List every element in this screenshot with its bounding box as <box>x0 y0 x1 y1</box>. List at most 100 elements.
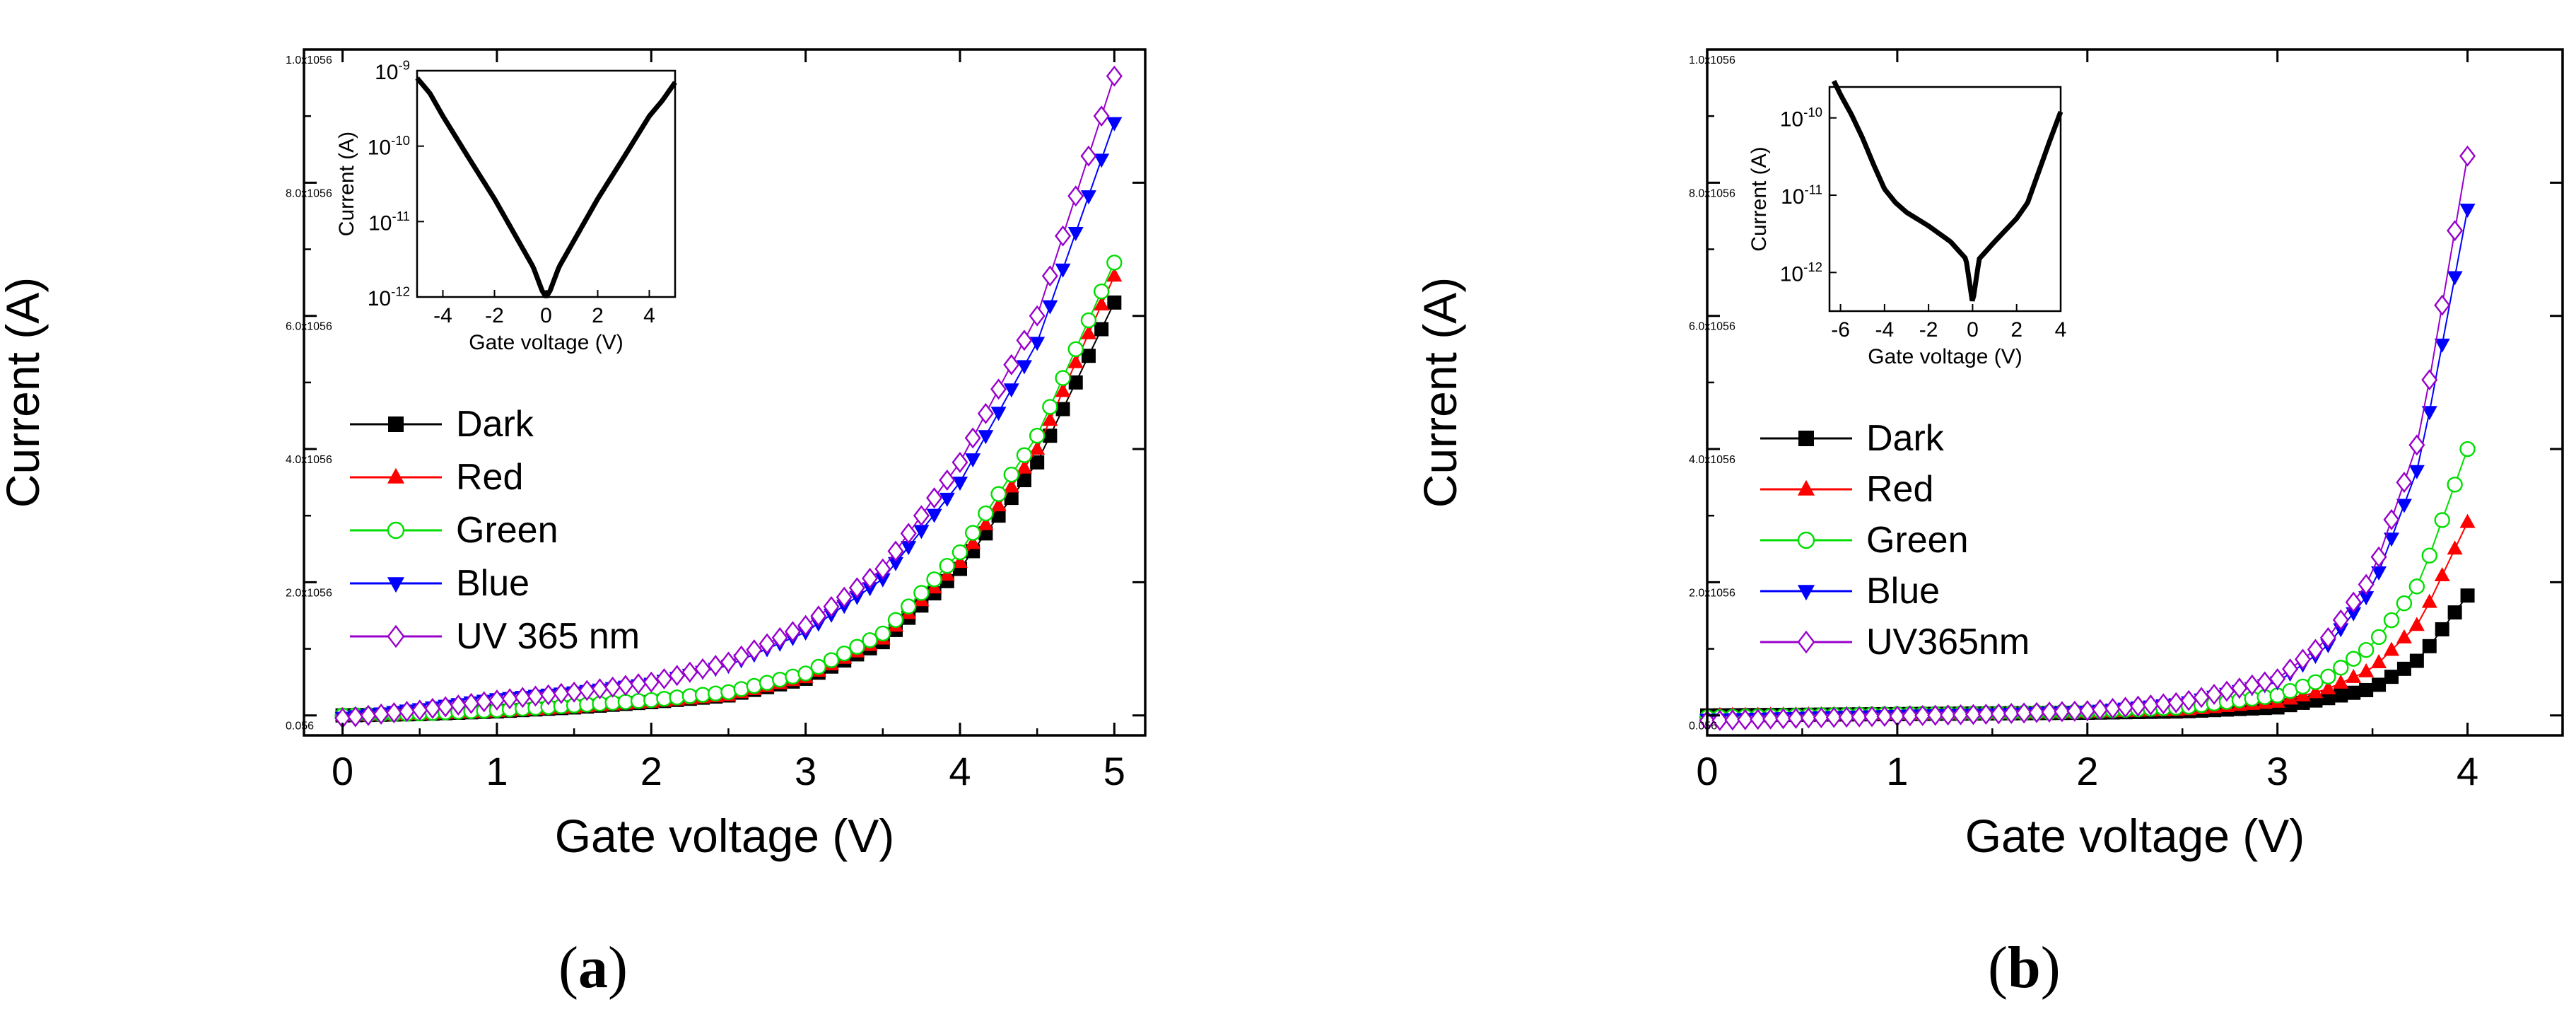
data-point <box>643 671 660 693</box>
undefined-base: 1.0x10 <box>286 54 320 66</box>
undefined-base: 1.0x10 <box>1689 54 1723 66</box>
data-point <box>964 525 981 541</box>
data-point <box>2334 688 2348 703</box>
data-point <box>1042 300 1058 315</box>
data-point <box>2459 145 2476 167</box>
undefined-base: 6.0x10 <box>286 321 320 333</box>
data-point <box>2359 682 2374 697</box>
legend-label: Red <box>1866 469 1933 510</box>
data-point <box>952 477 968 491</box>
data-point <box>2396 499 2412 513</box>
data-point <box>2117 697 2134 718</box>
data-point <box>617 694 634 710</box>
data-point <box>1094 322 1109 337</box>
inset-x-tick-label: 0 <box>540 304 552 327</box>
inset-y-tick-label-base: 10 <box>1780 262 1803 286</box>
data-point <box>1107 295 1122 310</box>
data-point <box>1106 255 1123 271</box>
data-point <box>1106 117 1123 132</box>
data-point <box>939 492 955 507</box>
data-point <box>681 661 698 683</box>
data-point <box>2155 693 2172 715</box>
inset-x-tick-label: -2 <box>1919 318 1938 342</box>
plot-frame <box>303 48 1147 737</box>
data-point <box>926 571 942 588</box>
data-point <box>746 677 763 694</box>
data-point <box>2167 692 2184 713</box>
legend-label: Dark <box>1866 418 1945 459</box>
data-point <box>2435 622 2449 636</box>
inset-y-tick-label-exp: -9 <box>398 58 410 73</box>
data-point <box>1067 226 1084 241</box>
data-point <box>2346 668 2362 683</box>
data-point <box>784 621 801 643</box>
text: 0.056 <box>1689 721 1717 733</box>
x-tick-label: 1 <box>1886 749 1908 793</box>
x-tick-label: 4 <box>949 749 971 793</box>
inset-y-tick-label: 10-11 <box>1781 182 1822 209</box>
inset-y-tick-label-exp: -10 <box>391 133 410 148</box>
data-point <box>1965 704 1981 725</box>
legend-label: Blue <box>1866 571 1940 612</box>
text: 6.0x1056 <box>1689 321 1735 333</box>
data-point <box>578 680 595 701</box>
data-point <box>437 696 454 718</box>
data-point <box>1029 305 1046 327</box>
x-axis-label: Gate voltage (V) <box>1965 810 2305 862</box>
data-point <box>836 645 853 662</box>
data-point <box>630 693 647 709</box>
legend-item-green: Green <box>350 510 558 551</box>
data-point <box>2447 605 2462 620</box>
caption-a-label: a <box>578 935 608 1001</box>
data-point <box>1003 354 1020 375</box>
legend: Dark Red Green Blue UV365nm <box>1760 418 2030 663</box>
undefined-exp: 56 <box>1723 54 1735 66</box>
data-point <box>2371 566 2387 581</box>
data-point <box>2319 627 2336 648</box>
data-point <box>939 470 956 491</box>
inset-y-axis-label: Current (A) <box>1747 146 1771 251</box>
data-point <box>2422 639 2437 653</box>
data-point <box>2434 338 2450 353</box>
data-point <box>2358 641 2375 658</box>
data-point <box>1043 429 1058 443</box>
data-point <box>2396 595 2413 612</box>
undefined-base: 2.0x10 <box>286 587 320 599</box>
data-point <box>2384 641 2399 656</box>
data-point <box>1016 360 1032 375</box>
legend-item-blue: Blue <box>1760 571 1940 612</box>
text: 0.056 <box>286 721 314 733</box>
data-point <box>848 577 865 599</box>
data-point <box>2104 697 2121 719</box>
data-point <box>2447 540 2463 555</box>
data-point <box>681 688 698 704</box>
undefined-exp: 56 <box>320 54 332 66</box>
data-point <box>2384 532 2399 547</box>
data-point <box>2447 220 2464 242</box>
undefined-exp: 56 <box>1723 587 1735 599</box>
x-tick-label: 4 <box>2457 749 2478 793</box>
data-point <box>1016 330 1033 351</box>
data-point <box>771 627 788 648</box>
data-point <box>2142 694 2159 716</box>
data-point <box>1750 709 1767 730</box>
data-point <box>733 681 749 697</box>
data-point <box>1030 455 1045 470</box>
legend-marker <box>1797 479 1815 496</box>
legend-item-blue: Blue <box>350 563 529 604</box>
x-axis-label: Gate voltage (V) <box>555 810 895 862</box>
data-point <box>733 645 750 667</box>
data-point <box>591 678 609 700</box>
data-point <box>708 685 724 701</box>
x-tick-label: 2 <box>2076 749 2098 793</box>
data-point <box>939 557 955 574</box>
data-point <box>1055 225 1072 247</box>
data-point <box>2129 695 2146 717</box>
data-point <box>1055 402 1070 416</box>
data-point <box>952 554 968 569</box>
data-point <box>2256 671 2273 693</box>
inset-y-tick-label-exp: -12 <box>391 284 410 299</box>
data-point <box>2460 588 2475 603</box>
series-uv-365-nm <box>334 65 1123 729</box>
data-point <box>1775 708 1792 730</box>
